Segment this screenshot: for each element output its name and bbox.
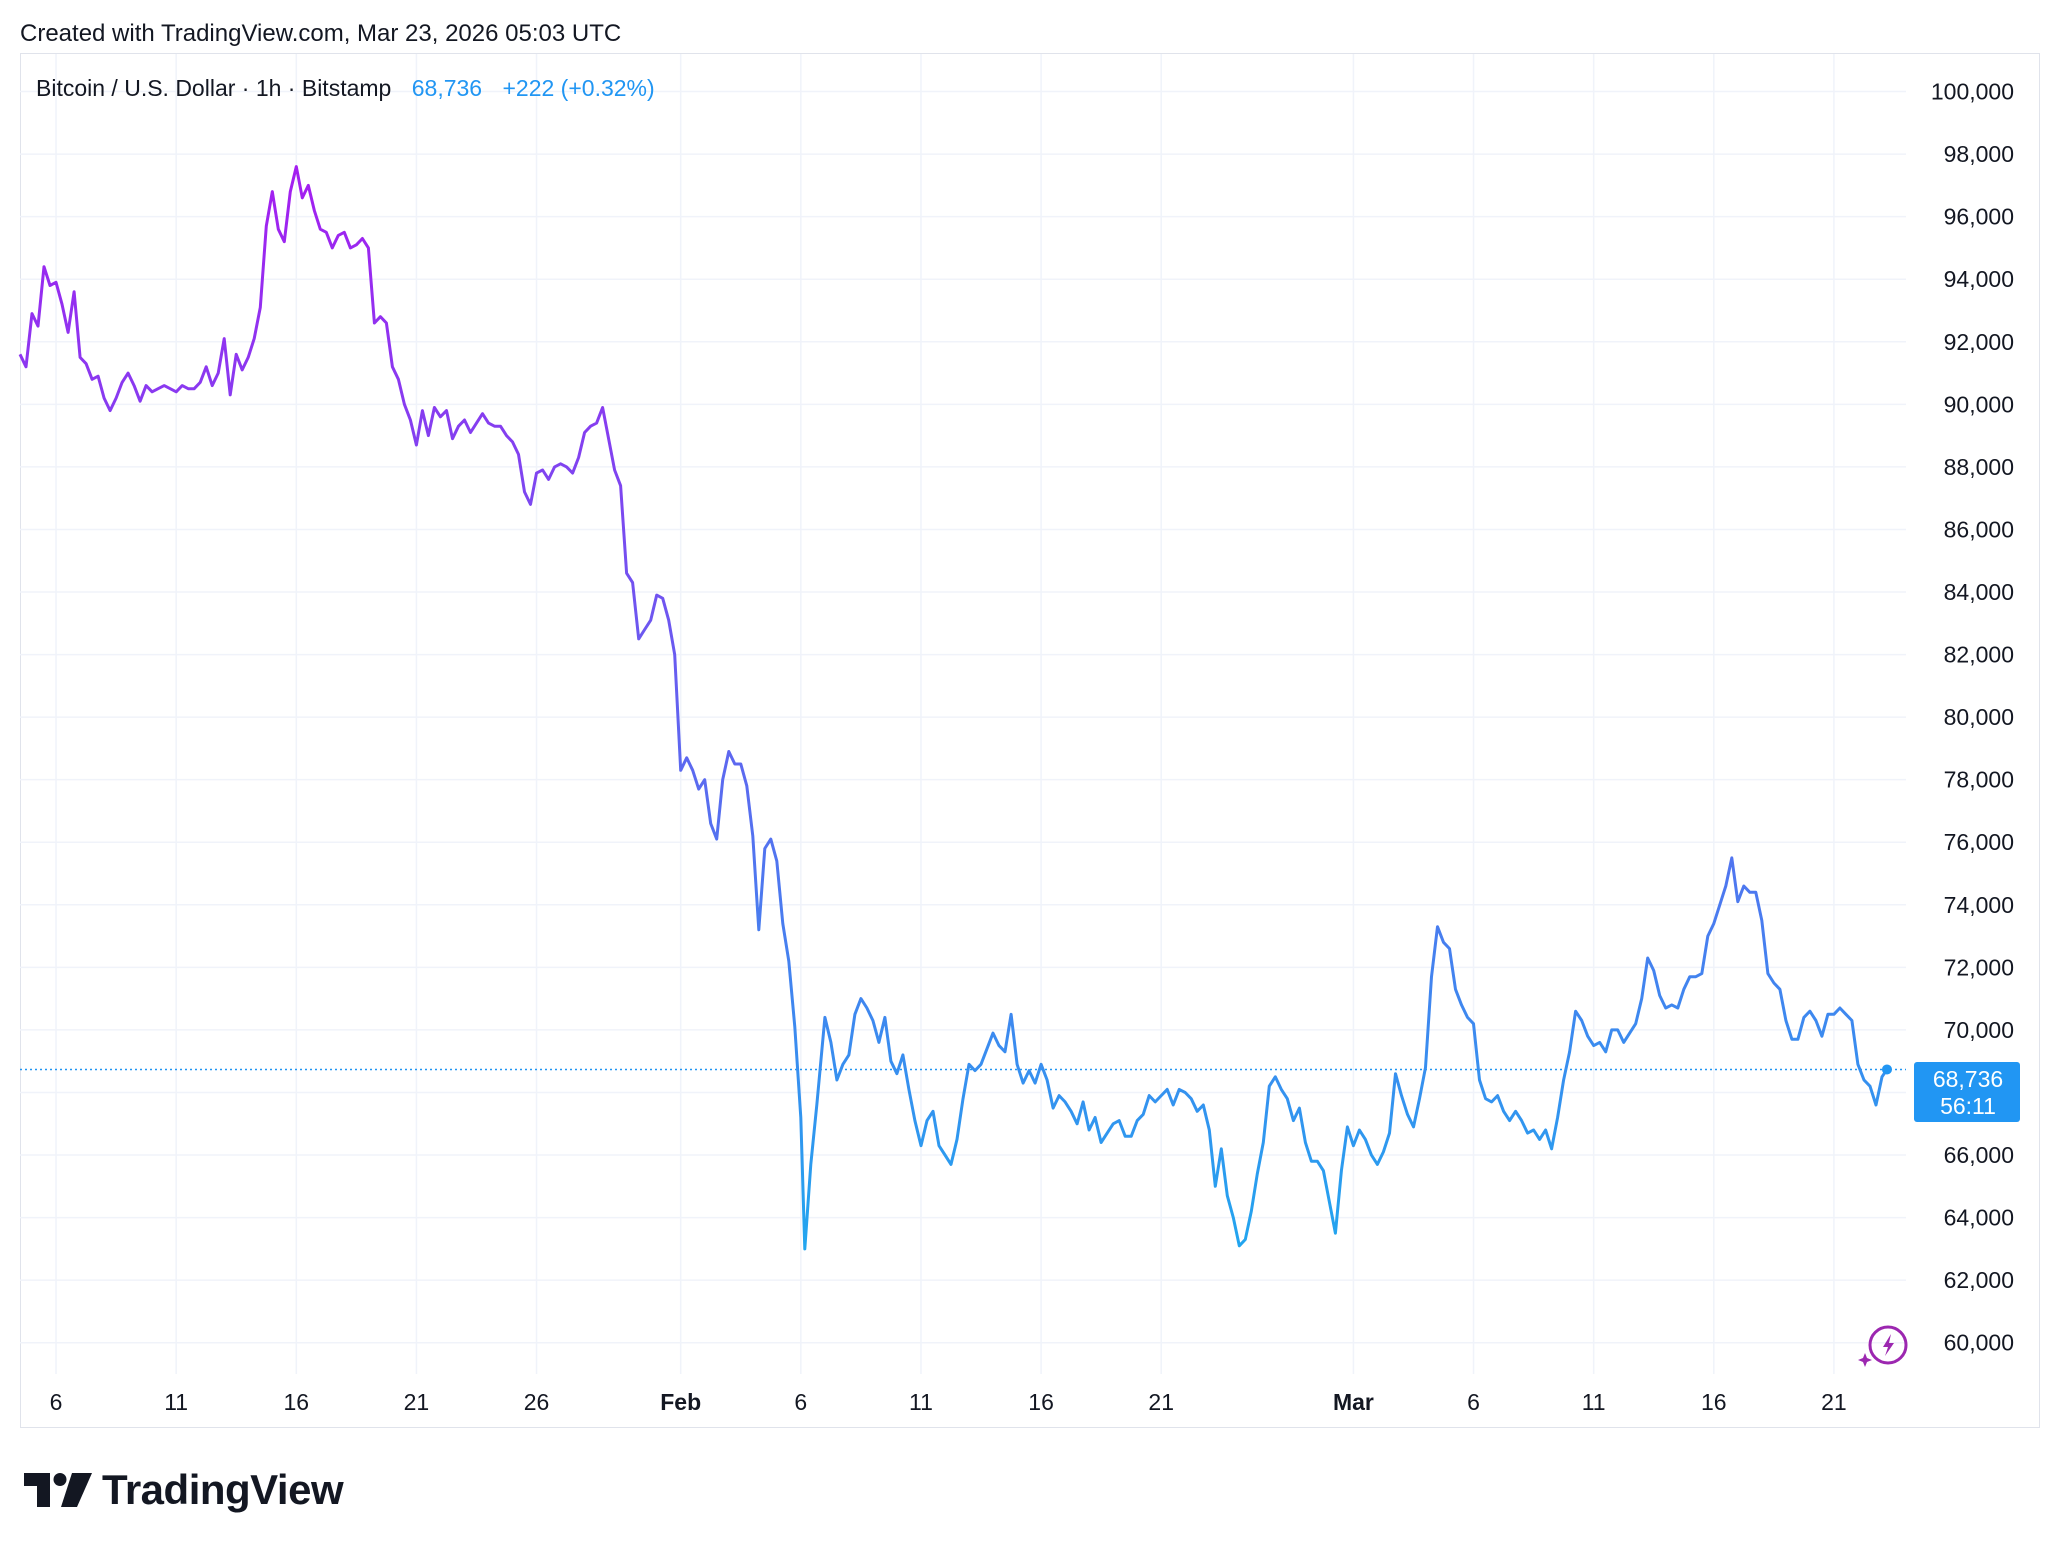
- symbol-legend[interactable]: Bitcoin / U.S. Dollar · 1h · Bitstamp 68…: [36, 75, 655, 102]
- x-tick-label: 11: [909, 1389, 933, 1415]
- y-tick-label: 64,000: [1944, 1205, 2014, 1231]
- sparkle-bolt-icon[interactable]: [1858, 1325, 1908, 1367]
- y-tick-label: 82,000: [1944, 642, 2014, 668]
- horizontal-grid: [20, 90, 1906, 1344]
- y-tick-label: 94,000: [1944, 266, 2014, 292]
- x-tick-label: 6: [50, 1389, 63, 1415]
- tradingview-logo[interactable]: TradingView: [24, 1466, 344, 1514]
- time-axis[interactable]: 6 11 16 21 26 Feb 6 11 16 21 Mar 6 11 16 21: [50, 1389, 1847, 1415]
- y-tick-label: 98,000: [1944, 141, 2014, 167]
- x-tick-label: Feb: [660, 1389, 701, 1415]
- y-tick-label: 70,000: [1944, 1017, 2014, 1043]
- y-tick-label: 76,000: [1944, 829, 2014, 855]
- tradingview-logo-icon: [24, 1473, 92, 1507]
- y-tick-label: 84,000: [1944, 579, 2014, 605]
- x-tick-label: 21: [1821, 1389, 1847, 1415]
- y-tick-label: 62,000: [1944, 1267, 2014, 1293]
- bar-countdown: 56:11: [1940, 1093, 1996, 1119]
- x-tick-label: 26: [524, 1389, 550, 1415]
- y-tick-label: 60,000: [1944, 1330, 2014, 1356]
- y-tick-label: 86,000: [1944, 516, 2014, 542]
- x-tick-label: 16: [283, 1389, 309, 1415]
- last-price-value: 68,736: [1933, 1066, 2003, 1092]
- y-tick-label: 90,000: [1944, 391, 2014, 417]
- x-tick-label: 6: [1467, 1389, 1480, 1415]
- legend-last-price: 68,736: [411, 75, 483, 101]
- x-tick-label: 11: [164, 1389, 188, 1415]
- y-tick-label: 92,000: [1944, 329, 2014, 355]
- price-series-line: [18, 165, 1889, 1251]
- x-tick-label: 16: [1028, 1389, 1054, 1415]
- x-tick-label: 21: [404, 1389, 430, 1415]
- price-axis[interactable]: 60,000 62,000 64,000 66,000 70,000 72,000 74,0…: [1931, 79, 2014, 1356]
- vertical-grid: [55, 54, 1835, 1374]
- x-tick-label: 11: [1582, 1389, 1606, 1415]
- tradingview-wordmark: TradingView: [102, 1466, 344, 1513]
- x-tick-label: 21: [1148, 1389, 1174, 1415]
- y-tick-label: 72,000: [1944, 954, 2014, 980]
- y-tick-label: 100,000: [1931, 79, 2014, 105]
- symbol-title: Bitcoin / U.S. Dollar · 1h · Bitstamp: [36, 75, 392, 101]
- y-tick-label: 78,000: [1944, 767, 2014, 793]
- y-tick-label: 88,000: [1944, 454, 2014, 480]
- legend-change: +222 (+0.32%): [502, 75, 655, 101]
- y-tick-label: 66,000: [1944, 1142, 2014, 1168]
- x-tick-label: 16: [1701, 1389, 1727, 1415]
- y-tick-label: 80,000: [1944, 704, 2014, 730]
- y-tick-label: 96,000: [1944, 204, 2014, 230]
- last-price-label: 68,736 56:11: [1914, 1062, 2020, 1122]
- x-tick-label: 6: [794, 1389, 807, 1415]
- x-tick-label: Mar: [1333, 1389, 1374, 1415]
- created-with-caption: Created with TradingView.com, Mar 23, 20…: [20, 20, 622, 47]
- chart-frame[interactable]: [20, 53, 2040, 1428]
- last-price-dot: [1881, 1064, 1892, 1075]
- y-tick-label: 74,000: [1944, 892, 2014, 918]
